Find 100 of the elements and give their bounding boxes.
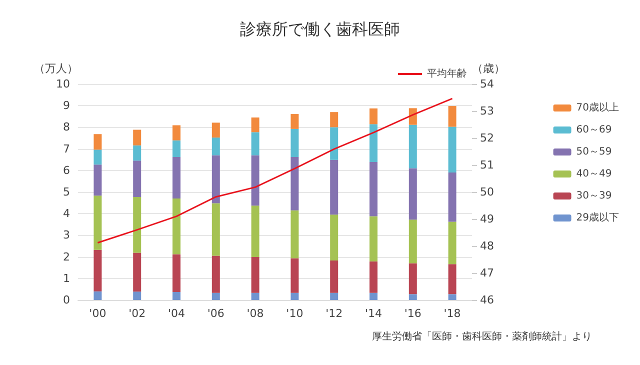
bar [330, 112, 338, 128]
y2-tick-label: 51 [480, 158, 494, 172]
bar [408, 294, 417, 300]
x-tick-label: '10 [286, 307, 304, 320]
x-tick-label: '06 [207, 307, 224, 320]
x-tick-label: '02 [128, 307, 146, 320]
x-tick-label: '00 [89, 307, 106, 320]
legend-label: 29歳以下 [576, 212, 620, 224]
bar [133, 196, 142, 253]
x-tick-label: '14 [364, 307, 382, 320]
bar [133, 145, 142, 161]
bar [212, 203, 220, 256]
bar [251, 292, 260, 300]
y-tick-label: 3 [63, 228, 70, 242]
y2-axis-title: （歳） [472, 62, 505, 75]
bar [448, 106, 456, 127]
y-tick-label: 2 [63, 250, 70, 264]
legend-label: 30～39 [576, 190, 612, 202]
bar [251, 155, 260, 206]
bar [290, 128, 299, 158]
bar [448, 264, 456, 294]
bar [212, 292, 220, 300]
bar [172, 292, 180, 300]
bar [330, 292, 338, 300]
bar [448, 294, 456, 300]
bar [448, 172, 456, 222]
bar [94, 291, 102, 300]
bar [212, 155, 220, 204]
bar [94, 196, 102, 250]
bar [94, 134, 102, 150]
bar [133, 252, 142, 292]
bar [251, 117, 260, 132]
y2-tick-label: 46 [480, 294, 494, 306]
bar [290, 114, 299, 129]
legend-label: 40～49 [576, 168, 612, 180]
bar [212, 256, 220, 293]
bar [448, 222, 456, 264]
line-series [96, 98, 454, 244]
y-tick-label: 0 [63, 294, 70, 306]
legend-label: 60～69 [576, 124, 612, 136]
bar [290, 292, 299, 300]
bar [370, 124, 378, 162]
y2-tick-label: 53 [480, 104, 494, 118]
bar [448, 126, 456, 173]
text: 厚生労働省「医師・歯科医師・薬剤師統計」より [372, 330, 592, 342]
y-tick-label: 8 [63, 120, 70, 134]
bar [172, 198, 180, 254]
bar [251, 206, 260, 258]
bar [408, 263, 417, 294]
bar [94, 164, 102, 196]
bar [330, 127, 338, 160]
bar [370, 261, 378, 293]
bar [370, 216, 378, 262]
bar [94, 150, 102, 165]
bar [212, 138, 220, 156]
bar [251, 257, 260, 293]
y2-tick-label: 48 [480, 240, 494, 252]
bar [133, 130, 142, 146]
y-tick-label: 1 [63, 272, 70, 285]
legend-label: 70歳以上 [576, 102, 620, 114]
x-tick-label: '08 [246, 307, 264, 320]
legend-label: 50～59 [576, 146, 612, 158]
x-tick-label: '12 [326, 307, 343, 320]
bar [172, 157, 180, 198]
bar [408, 168, 417, 220]
bar [172, 254, 180, 292]
y-tick-label: 6 [63, 164, 70, 177]
x-tick-label: '18 [444, 307, 461, 320]
chart-title: 診療所で働く歯科医師 [240, 20, 400, 38]
bar [133, 292, 142, 300]
bar [251, 132, 260, 156]
bar [408, 220, 417, 264]
bar [370, 162, 378, 216]
y-tick-label: 5 [63, 186, 70, 198]
y2-tick-label: 50 [480, 186, 494, 198]
y-tick-label: 9 [63, 99, 70, 112]
bar [408, 108, 417, 125]
bar [290, 157, 299, 210]
bar [94, 250, 102, 292]
bar [172, 140, 180, 158]
bar [408, 124, 417, 168]
bar [212, 122, 220, 138]
y-tick-label: 10 [56, 78, 70, 90]
y-tick-label: 4 [63, 207, 70, 220]
bar [290, 210, 299, 258]
bar [370, 108, 378, 124]
bar [330, 260, 338, 293]
bar [330, 214, 338, 260]
y2-tick-label: 49 [480, 212, 494, 226]
x-tick-label: '04 [168, 307, 186, 320]
bar [172, 125, 180, 140]
y-tick-label: 7 [63, 142, 70, 156]
y2-tick-label: 52 [480, 132, 494, 144]
y2-tick-label: 54 [480, 78, 494, 90]
bar [133, 160, 142, 197]
legend-label: 平均年齢 [427, 68, 467, 80]
y-axis-title: （万人） [34, 62, 78, 75]
bar [290, 258, 299, 293]
y2-tick-label: 47 [480, 266, 494, 280]
bar [370, 292, 378, 300]
